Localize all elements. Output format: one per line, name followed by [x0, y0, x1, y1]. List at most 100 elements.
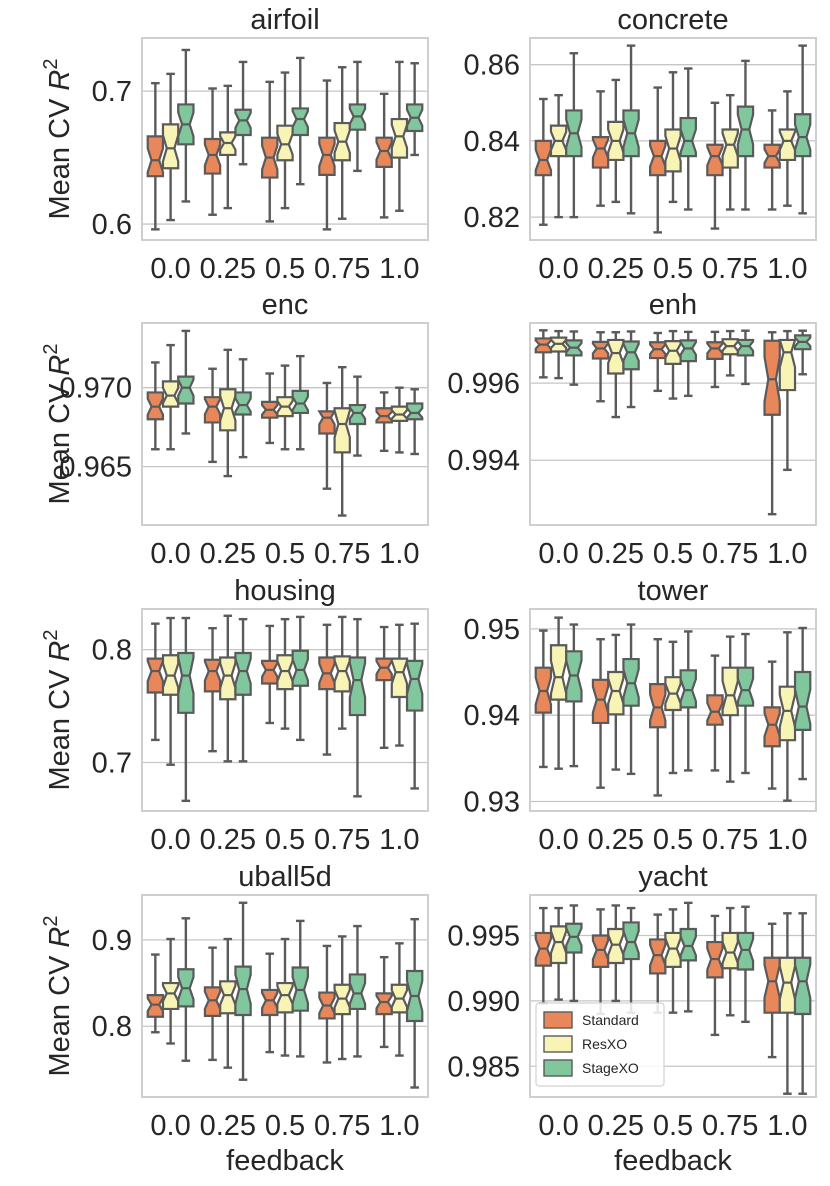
box-standard: [534, 629, 553, 769]
box-body: [706, 341, 724, 360]
box-stagexo: [234, 901, 252, 1081]
box-resxo: [721, 635, 739, 783]
x-tick-label: 1.0: [379, 538, 419, 570]
y-tick-label: 0.84: [464, 126, 520, 158]
box-body: [679, 927, 697, 962]
box-stagexo: [736, 905, 755, 1024]
y-axis-label: Mean CV R2: [40, 915, 76, 1076]
box-standard: [534, 906, 553, 1005]
x-tick-label: 0.25: [588, 824, 644, 856]
box-resxo: [390, 942, 409, 1057]
box-body: [375, 136, 393, 169]
x-tick-label: 0.5: [653, 824, 693, 856]
box-stagexo: [291, 919, 309, 1058]
box-body: [203, 986, 222, 1017]
y-axis-label: Mean CV R2: [40, 58, 76, 219]
box-body: [736, 338, 755, 357]
box-resxo: [607, 331, 625, 419]
box-standard: [375, 92, 393, 219]
panel-frame: [141, 37, 429, 241]
box-body: [778, 128, 797, 162]
box-body: [348, 656, 367, 717]
x-tick-label: 0.25: [200, 538, 256, 570]
y-tick-label: 0.94: [464, 700, 520, 732]
box-standard: [261, 952, 279, 1054]
box-standard: [146, 361, 165, 451]
box-standard: [146, 622, 165, 742]
box-standard: [375, 955, 393, 1049]
box-resxo: [664, 908, 682, 1014]
box-resxo: [219, 84, 237, 210]
panel-frame: [141, 608, 429, 812]
box-resxo: [778, 329, 797, 472]
box-standard: [318, 79, 336, 231]
y-axis-label-exponent: 2: [40, 343, 62, 354]
box-body: [649, 139, 667, 177]
box-standard: [706, 330, 724, 389]
box-resxo: [161, 616, 180, 766]
box-body: [348, 973, 367, 1011]
box-body: [203, 658, 222, 693]
y-tick-label: 0.995: [447, 921, 520, 953]
box-body: [679, 669, 697, 709]
box-standard: [318, 944, 336, 1064]
box-body: [793, 956, 812, 1016]
box-standard: [591, 908, 610, 1016]
box-resxo: [607, 633, 625, 771]
box-body: [549, 644, 568, 701]
box-body: [763, 706, 781, 748]
y-tick-label: 0.7: [92, 76, 132, 108]
box-body: [736, 105, 755, 158]
box-stagexo: [348, 617, 367, 798]
x-tick-label: 0.75: [314, 253, 370, 285]
y-axis-label-symbol: R: [44, 70, 76, 91]
box-body: [276, 124, 294, 162]
box-body: [706, 694, 724, 726]
box-resxo: [276, 617, 294, 730]
panel-frame: [141, 322, 429, 526]
box-body: [405, 402, 424, 421]
box-body: [161, 380, 180, 408]
box-body: [778, 685, 797, 742]
box-resxo: [161, 343, 180, 451]
legend-swatch-resxo: [543, 1035, 573, 1053]
box-resxo: [161, 72, 180, 222]
box-standard: [317, 381, 337, 490]
box-resxo: [219, 937, 237, 1069]
box-resxo: [333, 66, 351, 220]
panel-title: yacht: [638, 861, 707, 893]
legend-label-resxo: ResXO: [582, 1036, 627, 1052]
box-body: [291, 389, 309, 415]
box-body: [317, 410, 337, 435]
box-resxo: [390, 386, 409, 454]
panel-frame: [529, 37, 817, 241]
box-body: [405, 659, 424, 712]
box-stagexo: [177, 329, 195, 435]
box-standard: [591, 638, 610, 789]
x-tick-label: 0.75: [702, 1110, 758, 1142]
box-standard: [203, 626, 222, 753]
box-body: [649, 938, 667, 975]
panel-title: concrete: [617, 4, 728, 36]
y-axis-label-prefix: Mean CV: [44, 91, 76, 220]
box-resxo: [778, 631, 797, 802]
panel-title: airfoil: [250, 4, 319, 36]
box-body: [721, 666, 739, 717]
x-tick-label: 0.0: [150, 538, 190, 570]
box-body: [679, 339, 697, 363]
box-standard: [763, 660, 781, 790]
x-tick-label: 0.0: [538, 824, 578, 856]
box-body: [146, 657, 165, 694]
box-resxo: [721, 329, 739, 377]
y-tick-label: 0.7: [92, 747, 132, 779]
box-standard: [203, 946, 222, 1062]
box-body: [234, 651, 252, 696]
box-stagexo: [405, 917, 424, 1089]
box-standard: [261, 372, 279, 445]
box-body: [679, 116, 697, 158]
y-axis-label-symbol: R: [44, 355, 76, 376]
box-resxo: [390, 623, 409, 747]
x-axis-label: feedback: [614, 1145, 732, 1177]
box-body: [607, 338, 625, 375]
box-body: [234, 391, 252, 416]
